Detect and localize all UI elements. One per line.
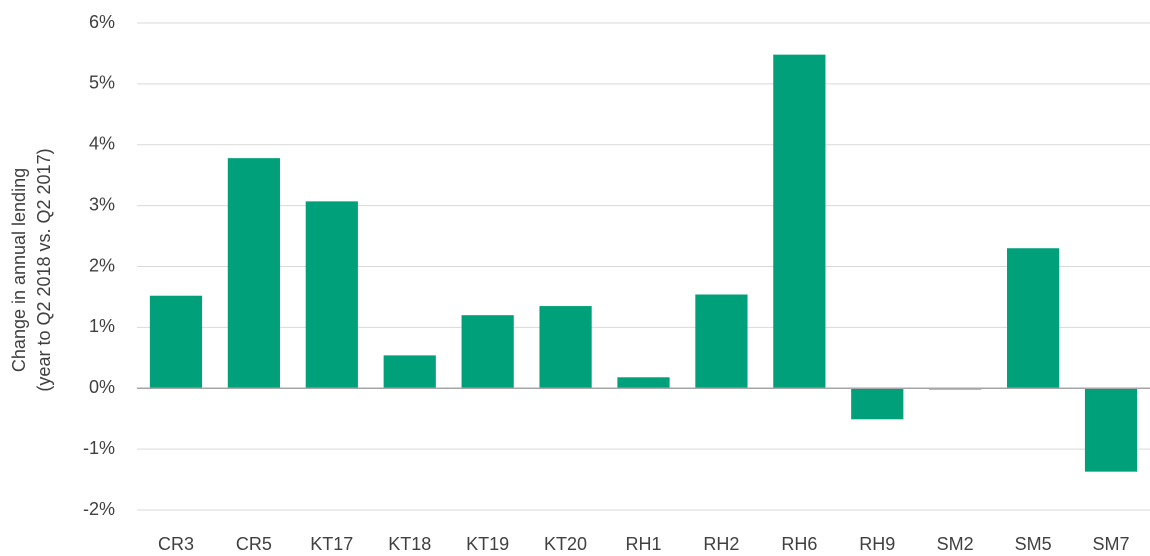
bar bbox=[851, 388, 904, 420]
x-tick-label: KT20 bbox=[544, 534, 587, 554]
bar bbox=[773, 54, 826, 389]
x-tick-label: RH1 bbox=[625, 534, 661, 554]
y-tick-label: 3% bbox=[89, 194, 115, 214]
bar bbox=[383, 355, 436, 389]
y-tick-label: 0% bbox=[89, 377, 115, 397]
bar bbox=[1007, 248, 1060, 389]
x-tick-label: SM7 bbox=[1093, 534, 1130, 554]
y-tick-label: 4% bbox=[89, 134, 115, 154]
y-tick-label: 6% bbox=[89, 12, 115, 32]
x-tick-label: SM2 bbox=[937, 534, 974, 554]
bar bbox=[617, 377, 670, 389]
y-axis-label: Change in annual lending bbox=[9, 168, 29, 372]
y-tick-label: 2% bbox=[89, 255, 115, 275]
bar bbox=[461, 315, 514, 389]
bar bbox=[1084, 388, 1138, 472]
y-tick-label: 1% bbox=[89, 316, 115, 336]
y-tick-label: -1% bbox=[83, 438, 115, 458]
x-tick-label: KT18 bbox=[388, 534, 431, 554]
bar bbox=[149, 295, 203, 389]
y-axis-label: (year to Q2 2018 vs. Q2 2017) bbox=[34, 148, 54, 391]
bar bbox=[695, 294, 748, 389]
y-tick-label: 5% bbox=[89, 73, 115, 93]
x-tick-label: RH9 bbox=[859, 534, 895, 554]
x-tick-label: RH2 bbox=[703, 534, 739, 554]
bar bbox=[305, 201, 358, 389]
x-tick-label: KT19 bbox=[466, 534, 509, 554]
x-tick-label: CR5 bbox=[236, 534, 272, 554]
y-tick-label: -2% bbox=[83, 499, 115, 519]
x-tick-label: SM5 bbox=[1015, 534, 1052, 554]
bar bbox=[539, 306, 592, 389]
x-tick-label: KT17 bbox=[310, 534, 353, 554]
x-tick-label: RH6 bbox=[781, 534, 817, 554]
x-tick-label: CR3 bbox=[158, 534, 194, 554]
bar bbox=[227, 158, 280, 389]
